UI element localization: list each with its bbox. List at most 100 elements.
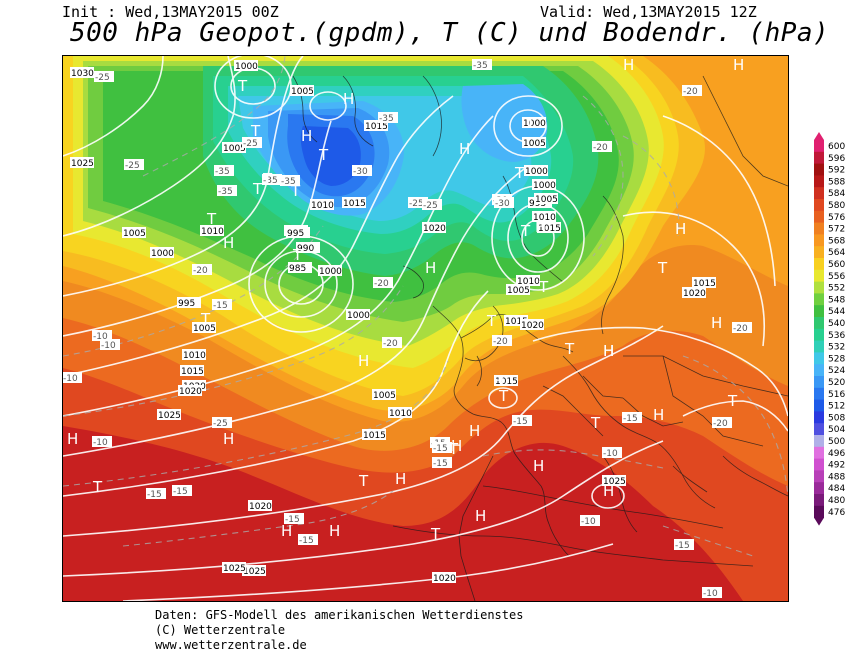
legend-swatch-544 bbox=[814, 305, 824, 318]
svg-text:1025: 1025 bbox=[158, 411, 181, 421]
svg-text:1020: 1020 bbox=[683, 289, 706, 299]
svg-text:1010: 1010 bbox=[389, 409, 412, 419]
high-pressure-mark: H bbox=[711, 314, 722, 332]
legend-swatch-576 bbox=[814, 210, 824, 224]
low-pressure-mark: T bbox=[237, 77, 248, 95]
isobar-label: 990 bbox=[296, 242, 320, 254]
legend-label-520: 520 bbox=[828, 378, 845, 388]
svg-text:-35: -35 bbox=[215, 167, 230, 177]
temperature-labels: -25-25-35-35-35-30-35-35-25-25-30-30-20-… bbox=[63, 59, 752, 599]
low-pressure-mark: T bbox=[200, 310, 211, 328]
legend-swatch-532 bbox=[814, 340, 824, 353]
isobar-label: 1025 bbox=[242, 565, 266, 577]
svg-text:1010: 1010 bbox=[533, 213, 556, 223]
svg-text:1000: 1000 bbox=[525, 167, 548, 177]
isobar-label: 1010 bbox=[200, 225, 224, 237]
isobar-label: 1020 bbox=[422, 222, 446, 234]
isobar-label: 1005 bbox=[122, 227, 146, 239]
temperature-label: -20 bbox=[382, 337, 402, 349]
high-pressure-mark: H bbox=[395, 470, 406, 488]
svg-text:-20: -20 bbox=[383, 339, 398, 349]
temperature-label: -15 bbox=[432, 457, 452, 469]
svg-text:-20: -20 bbox=[683, 87, 698, 97]
svg-text:1005: 1005 bbox=[507, 286, 530, 296]
legend-label-564: 564 bbox=[828, 248, 845, 258]
svg-text:-15: -15 bbox=[433, 444, 448, 454]
svg-text:-15: -15 bbox=[213, 301, 228, 311]
svg-text:-15: -15 bbox=[675, 541, 690, 551]
map-title: 500 hPa Geopot.(gpdm), T (C) und Bodendr… bbox=[70, 18, 830, 48]
high-pressure-mark: H bbox=[223, 430, 234, 448]
low-pressure-mark: T bbox=[520, 222, 531, 240]
isobar-label: 1015 bbox=[537, 222, 561, 234]
temperature-label: -15 bbox=[432, 442, 452, 454]
legend-label-588: 588 bbox=[828, 177, 845, 187]
isobar-label: 1000 bbox=[234, 60, 258, 72]
svg-text:-15: -15 bbox=[513, 417, 528, 427]
high-pressure-mark: H bbox=[535, 218, 546, 236]
legend-label-596: 596 bbox=[828, 154, 845, 164]
legend-label-484: 484 bbox=[828, 484, 845, 494]
low-pressure-mark: T bbox=[538, 278, 549, 296]
high-pressure-mark: H bbox=[451, 437, 462, 455]
legend-label-504: 504 bbox=[828, 425, 845, 435]
high-pressure-mark: H bbox=[623, 56, 634, 74]
low-pressure-mark: T bbox=[292, 246, 303, 264]
svg-text:985: 985 bbox=[289, 264, 306, 274]
low-pressure-mark: T bbox=[262, 170, 273, 188]
low-pressure-mark: T bbox=[206, 210, 217, 228]
low-pressure-mark: T bbox=[657, 259, 668, 277]
svg-text:-25: -25 bbox=[95, 73, 110, 83]
svg-text:1015: 1015 bbox=[365, 122, 388, 132]
isobar-label: 1025 bbox=[222, 562, 246, 574]
high-pressure-mark: H bbox=[459, 140, 470, 158]
svg-text:-25: -25 bbox=[213, 419, 228, 429]
isobar-label: 1000 bbox=[532, 179, 556, 191]
svg-text:995: 995 bbox=[178, 299, 195, 309]
svg-text:-35: -35 bbox=[218, 187, 233, 197]
temperature-label: -20 bbox=[712, 417, 732, 429]
temperature-label: -25 bbox=[94, 71, 114, 83]
svg-text:1020: 1020 bbox=[423, 224, 446, 234]
svg-text:1005: 1005 bbox=[523, 139, 546, 149]
svg-text:-20: -20 bbox=[193, 266, 208, 276]
temperature-label: -30 bbox=[494, 197, 514, 209]
temperature-label: -15 bbox=[622, 412, 642, 424]
isobar-label: 1000 bbox=[318, 265, 342, 277]
legend-label-568: 568 bbox=[828, 236, 845, 246]
legend-swatch-512 bbox=[814, 399, 824, 412]
svg-text:1030: 1030 bbox=[71, 69, 94, 79]
isobar-label: 1000 bbox=[524, 165, 548, 177]
isobar-label: 1015 bbox=[342, 197, 366, 209]
legend-label-560: 560 bbox=[828, 260, 845, 270]
svg-text:1025: 1025 bbox=[223, 564, 246, 574]
legend-label-508: 508 bbox=[828, 413, 845, 423]
footer-credits: Daten: GFS-Modell des amerikanischen Wet… bbox=[155, 608, 523, 653]
svg-text:1025: 1025 bbox=[71, 159, 94, 169]
high-pressure-mark: H bbox=[301, 127, 312, 145]
temperature-label: -10 bbox=[702, 587, 722, 599]
legend-swatch-572 bbox=[814, 222, 824, 235]
legend-swatch-496 bbox=[814, 446, 824, 460]
isobar-label: 1000 bbox=[150, 247, 174, 259]
temperature-label: -15 bbox=[146, 488, 166, 500]
legend-swatch-500 bbox=[814, 435, 824, 448]
valid-time-label: Valid: Wed,13MAY2015 12Z bbox=[540, 3, 757, 21]
legend-label-552: 552 bbox=[828, 284, 845, 294]
high-pressure-mark: H bbox=[653, 406, 664, 424]
svg-text:1015: 1015 bbox=[363, 431, 386, 441]
svg-text:-15: -15 bbox=[623, 414, 638, 424]
svg-text:1005: 1005 bbox=[193, 324, 216, 334]
isobar-label: 1025 bbox=[602, 475, 626, 487]
temperature-label: -35 bbox=[262, 174, 282, 186]
svg-text:1015: 1015 bbox=[693, 279, 716, 289]
high-pressure-mark: H bbox=[493, 372, 504, 390]
high-pressure-mark: H bbox=[603, 342, 614, 360]
svg-text:-25: -25 bbox=[243, 139, 258, 149]
temperature-label: -35 bbox=[280, 175, 300, 187]
svg-text:-10: -10 bbox=[603, 449, 618, 459]
temperature-label: -10 bbox=[92, 436, 112, 448]
legend-top-arrow bbox=[814, 132, 824, 140]
legend-label-572: 572 bbox=[828, 225, 845, 235]
